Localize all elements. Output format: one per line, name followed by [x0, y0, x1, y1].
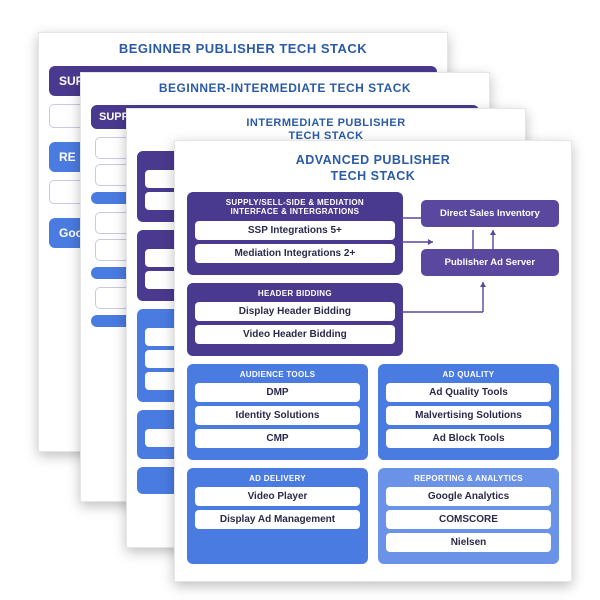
pill-comscore: COMSCORE — [386, 510, 551, 529]
block-label: AUDIENCE TOOLS — [193, 370, 362, 379]
pill-ssp-integrations: SSP Integrations 5+ — [195, 221, 395, 240]
block-supply-mediation: SUPPLY/SELL-SIDE & MEDIATIONINTERFACE & … — [187, 192, 403, 274]
block-label: REPORTING & ANALYTICS — [384, 474, 553, 483]
block-audience-tools: AUDIENCE TOOLS DMP Identity Solutions CM… — [187, 364, 368, 460]
pill-video-player: Video Player — [195, 487, 360, 506]
pill-malvertising-solutions: Malvertising Solutions — [386, 406, 551, 425]
block-header-bidding: HEADER BIDDING Display Header Bidding Vi… — [187, 283, 403, 356]
pill-ad-quality-tools: Ad Quality Tools — [386, 383, 551, 402]
block-label: AD QUALITY — [384, 370, 553, 379]
pill-cmp: CMP — [195, 429, 360, 448]
block-label: SUPPLY/SELL-SIDE & MEDIATIONINTERFACE & … — [193, 198, 397, 216]
pill-ad-block-tools: Ad Block Tools — [386, 429, 551, 448]
block-ad-delivery: AD DELIVERY Video Player Display Ad Mana… — [187, 468, 368, 564]
block-label: HEADER BIDDING — [193, 289, 397, 298]
box-publisher-ad-server: Publisher Ad Server — [421, 249, 559, 276]
pill-mediation-integrations: Mediation Integrations 2+ — [195, 244, 395, 263]
block-ad-quality: AD QUALITY Ad Quality Tools Malvertising… — [378, 364, 559, 460]
pill-video-header-bidding: Video Header Bidding — [195, 325, 395, 344]
pill-display-header-bidding: Display Header Bidding — [195, 302, 395, 321]
card-advanced: ADVANCED PUBLISHERTECH STACK — [174, 140, 572, 582]
block-reporting-analytics: REPORTING & ANALYTICS Google Analytics C… — [378, 468, 559, 564]
pill-nielsen: Nielsen — [386, 533, 551, 552]
pill-identity-solutions: Identity Solutions — [195, 406, 360, 425]
card-title: BEGINNER-INTERMEDIATE TECH STACK — [81, 73, 489, 99]
card-title: ADVANCED PUBLISHERTECH STACK — [175, 141, 571, 190]
block-label: AD DELIVERY — [193, 474, 362, 483]
pill-display-ad-management: Display Ad Management — [195, 510, 360, 529]
card-title: BEGINNER PUBLISHER TECH STACK — [39, 33, 447, 60]
box-direct-sales-inventory: Direct Sales Inventory — [421, 200, 559, 227]
pill-google-analytics: Google Analytics — [386, 487, 551, 506]
pill-dmp: DMP — [195, 383, 360, 402]
